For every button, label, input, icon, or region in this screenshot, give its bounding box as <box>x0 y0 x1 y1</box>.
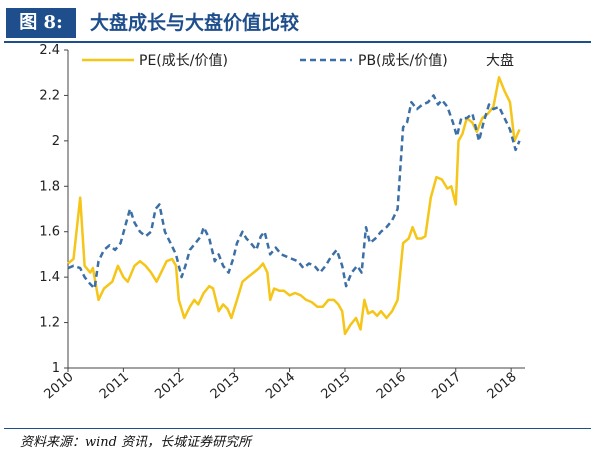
figure-header: 图 8: 大盘成长与大盘价值比较 <box>0 4 595 43</box>
pe-series-line <box>67 76 521 336</box>
figure-title: 大盘成长与大盘价值比较 <box>90 12 300 34</box>
y-tick-label: 1 <box>52 361 60 376</box>
y-tick-label: 2.4 <box>39 43 60 58</box>
y-tick-label: 1.4 <box>39 270 60 285</box>
y-tick-label: 1.8 <box>39 179 60 194</box>
legend-note: 大盘 <box>486 52 514 69</box>
legend-pe-label: PE(成长/价值) <box>139 53 228 69</box>
x-tick-label: 2014 <box>263 370 298 403</box>
x-tick-label: 2017 <box>429 370 464 403</box>
x-tick-label: 2016 <box>374 370 409 403</box>
source-note: 资料来源：wind 资讯，长城证券研究所 <box>20 435 252 450</box>
y-tick-label: 1.2 <box>39 316 60 331</box>
header-rule <box>4 41 591 43</box>
x-tick-label: 2011 <box>97 370 132 403</box>
x-tick-label: 2012 <box>152 370 187 403</box>
x-tick-label: 2013 <box>208 370 243 403</box>
y-tick-label: 1.6 <box>39 225 60 240</box>
x-tick-label: 2018 <box>485 370 520 403</box>
legend: PE(成长/价值) PB(成长/价值) 大盘 <box>82 52 514 69</box>
x-tick-label: 2015 <box>319 370 354 403</box>
series-group <box>67 76 521 336</box>
x-tick-group: 2010 2011 2012 2013 2014 2015 2016 2017 2018 <box>42 368 520 402</box>
y-tick-group: 1 1.2 1.4 1.6 1.8 2 2.2 2.4 <box>39 43 68 376</box>
y-tick-label: 2 <box>52 134 60 149</box>
figure-label: 图 8: <box>6 8 76 38</box>
footer-rule <box>4 428 591 429</box>
legend-pb-label: PB(成长/价值) <box>358 53 448 69</box>
y-tick-label: 2.2 <box>39 88 60 103</box>
